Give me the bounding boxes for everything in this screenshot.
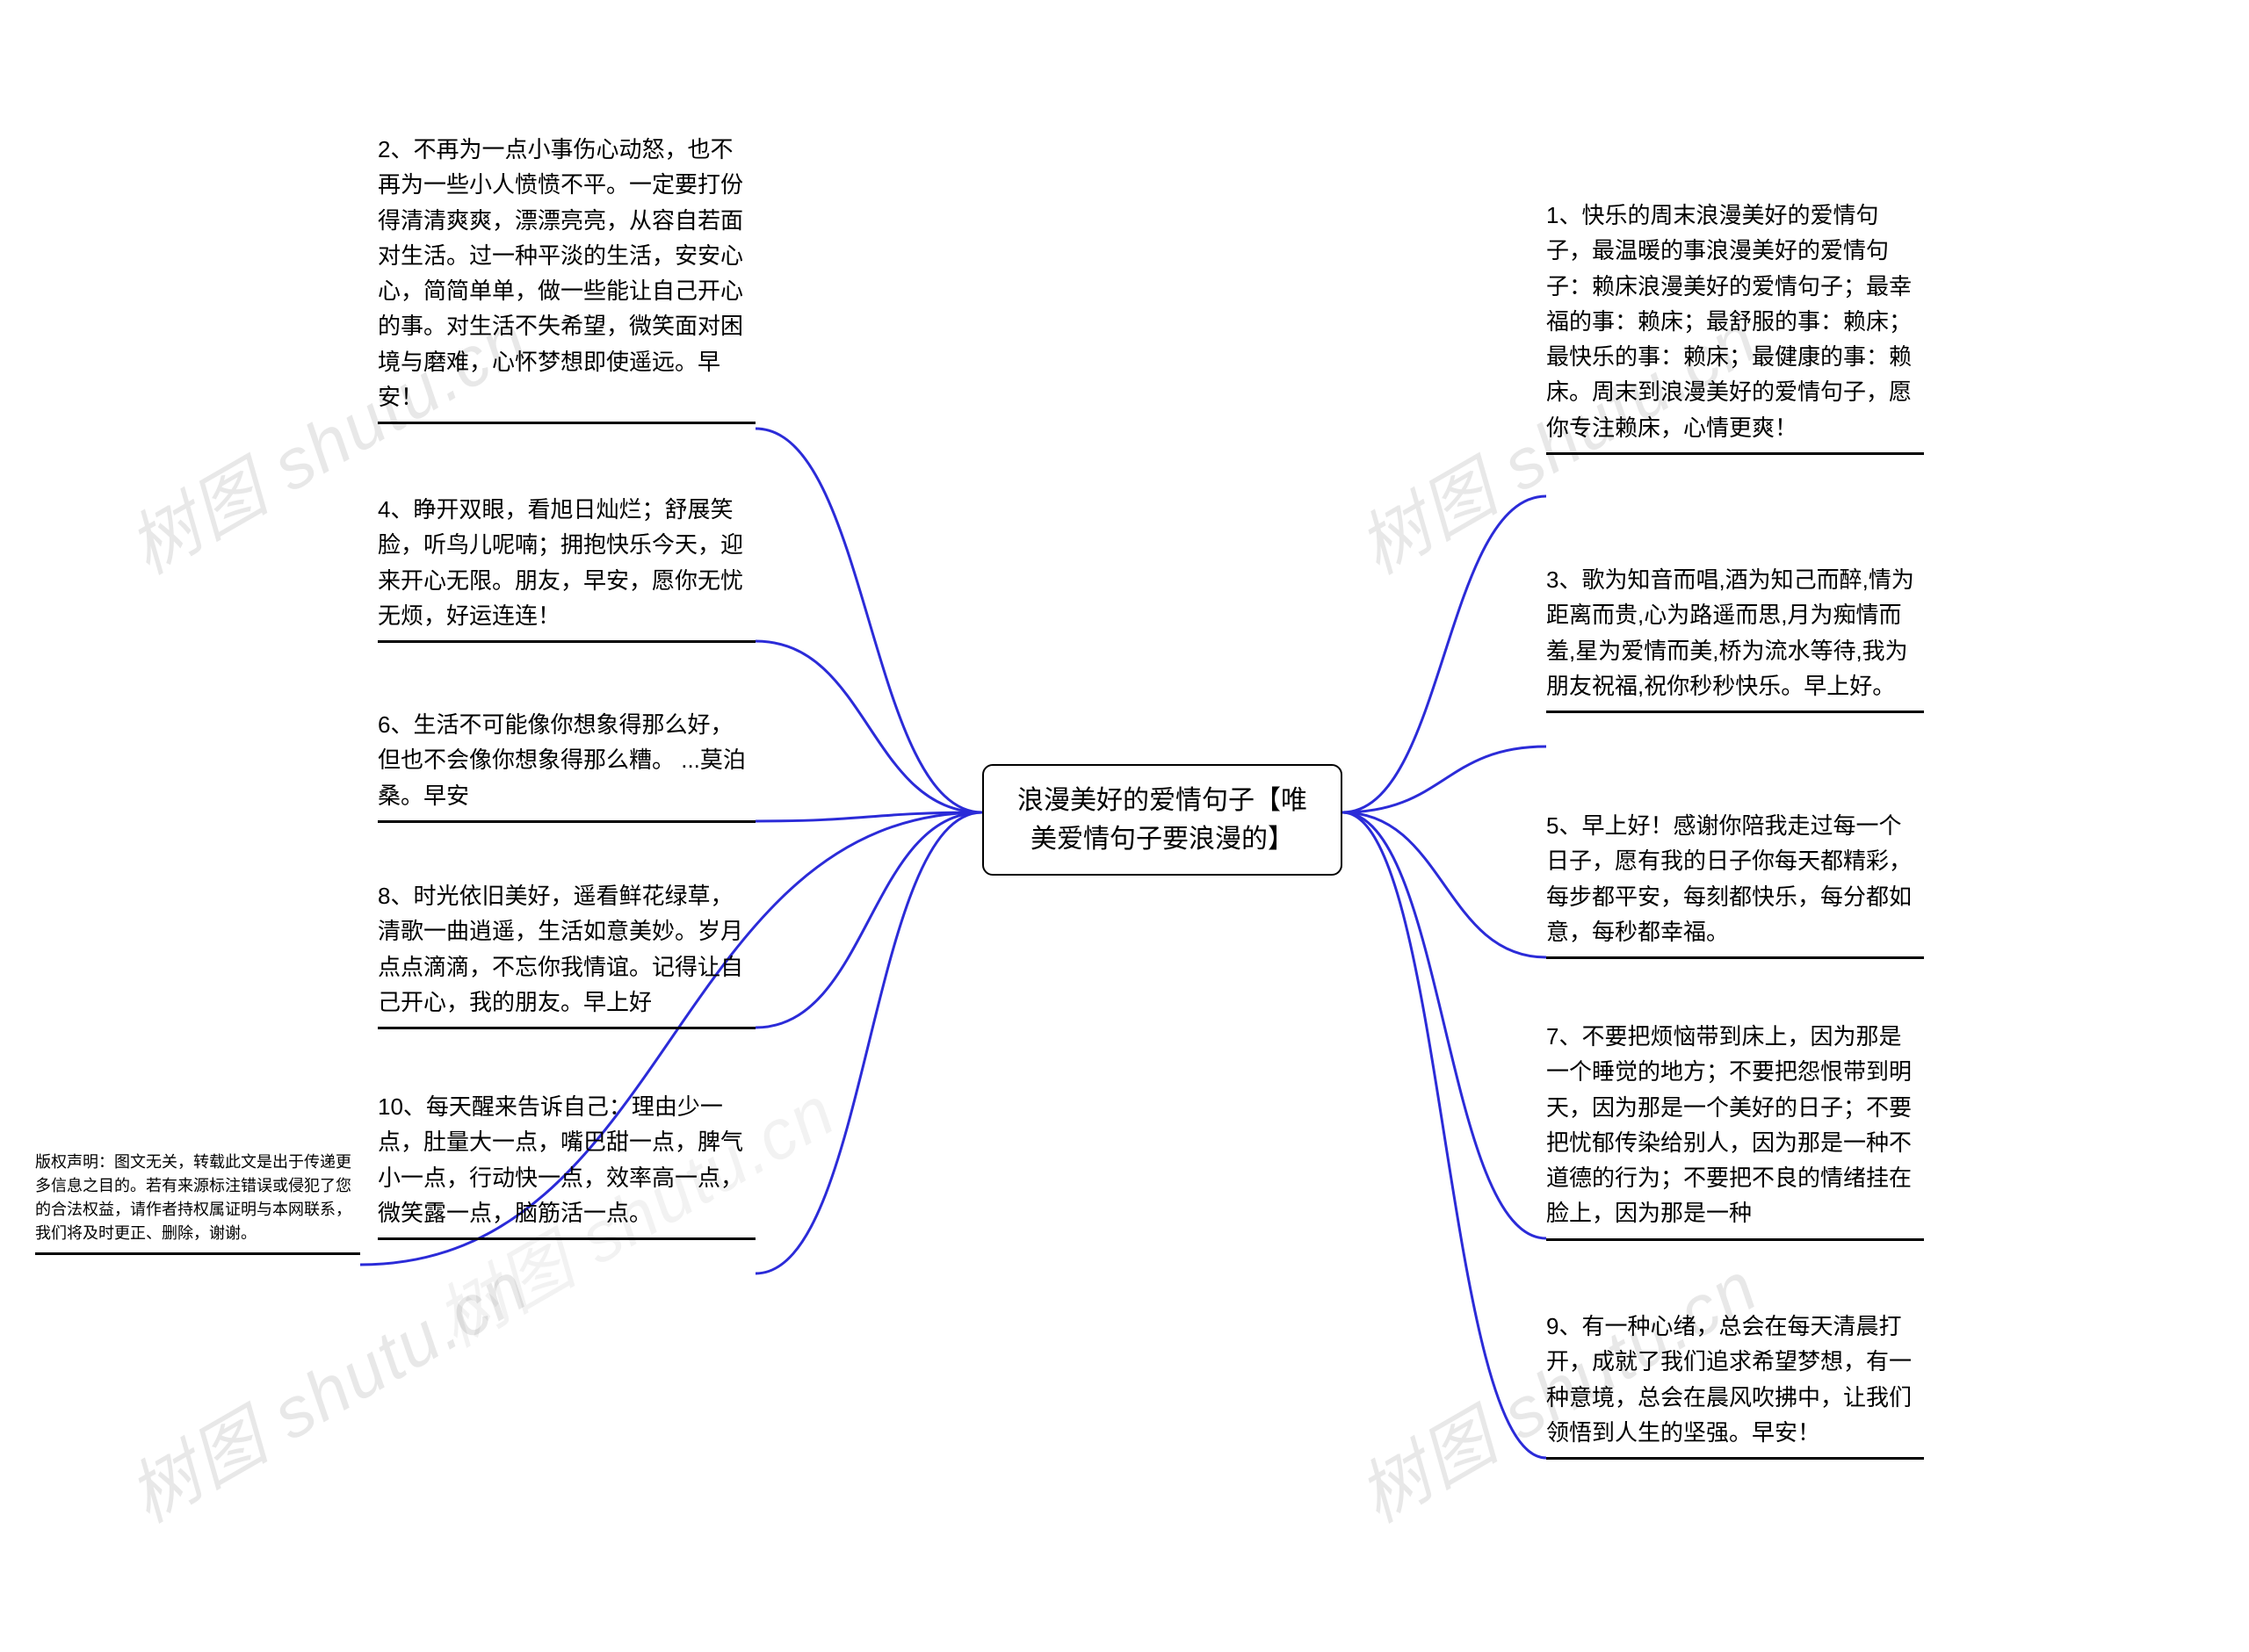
- leaf-node: 3、歌为知音而唱,酒为知己而醉,情为距离而贵,心为路遥而思,月为痴情而羞,星为爱…: [1546, 562, 1924, 713]
- leaf-text: 6、生活不可能像你想象得那么好，但也不会像你想象得那么糟。 ...莫泊桑。早安: [378, 711, 746, 809]
- leaf-node: 1、快乐的周末浪漫美好的爱情句子，最温暖的事浪漫美好的爱情句子：赖床浪漫美好的爱…: [1546, 198, 1924, 455]
- leaf-text: 1、快乐的周末浪漫美好的爱情句子，最温暖的事浪漫美好的爱情句子：赖床浪漫美好的爱…: [1546, 202, 1912, 441]
- leaf-node: 8、时光依旧美好，遥看鲜花绿草，清歌一曲逍遥，生活如意美妙。岁月点点滴滴，不忘你…: [378, 878, 756, 1029]
- leaf-node: 版权声明：图文无关，转载此文是出于传递更多信息之目的。若有来源标注错误或侵犯了您…: [35, 1151, 360, 1255]
- leaf-text: 10、每天醒来告诉自己：理由少一点，肚量大一点，嘴巴甜一点，脾气小一点，行动快一…: [378, 1093, 743, 1226]
- leaf-node: 5、早上好！感谢你陪我走过每一个日子，愿有我的日子你每天都精彩，每步都平安，每刻…: [1546, 808, 1924, 959]
- center-node: 浪漫美好的爱情句子【唯美爱情句子要浪漫的】: [982, 764, 1342, 876]
- leaf-text: 8、时光依旧美好，遥看鲜花绿草，清歌一曲逍遥，生活如意美妙。岁月点点滴滴，不忘你…: [378, 883, 743, 1015]
- leaf-text: 7、不要把烦恼带到床上，因为那是一个睡觉的地方；不要把怨恨带到明天，因为那是一个…: [1546, 1023, 1912, 1226]
- leaf-node: 6、生活不可能像你想象得那么好，但也不会像你想象得那么糟。 ...莫泊桑。早安: [378, 707, 756, 823]
- leaf-text: 5、早上好！感谢你陪我走过每一个日子，愿有我的日子你每天都精彩，每步都平安，每刻…: [1546, 812, 1912, 945]
- mindmap-canvas: 浪漫美好的爱情句子【唯美爱情句子要浪漫的】 2、不再为一点小事伤心动怒，也不再为…: [0, 0, 2249, 1652]
- leaf-node: 7、不要把烦恼带到床上，因为那是一个睡觉的地方；不要把怨恨带到明天，因为那是一个…: [1546, 1019, 1924, 1241]
- center-node-text: 浪漫美好的爱情句子【唯美爱情句子要浪漫的】: [1017, 786, 1307, 854]
- leaf-text: 版权声明：图文无关，转载此文是出于传递更多信息之目的。若有来源标注错误或侵犯了您…: [35, 1153, 351, 1242]
- leaf-text: 3、歌为知音而唱,酒为知己而醉,情为距离而贵,心为路遥而思,月为痴情而羞,星为爱…: [1546, 566, 1914, 699]
- leaf-node: 10、每天醒来告诉自己：理由少一点，肚量大一点，嘴巴甜一点，脾气小一点，行动快一…: [378, 1089, 756, 1240]
- leaf-node: 9、有一种心绪，总会在每天清晨打开，成就了我们追求希望梦想，有一种意境，总会在晨…: [1546, 1309, 1924, 1460]
- leaf-node: 4、睁开双眼，看旭日灿烂；舒展笑脸，听鸟儿呢喃；拥抱快乐今天，迎来开心无限。朋友…: [378, 492, 756, 643]
- leaf-text: 2、不再为一点小事伤心动怒，也不再为一些小人愤愤不平。一定要打份得清清爽爽，漂漂…: [378, 136, 743, 410]
- leaf-node: 2、不再为一点小事伤心动怒，也不再为一些小人愤愤不平。一定要打份得清清爽爽，漂漂…: [378, 132, 756, 424]
- leaf-text: 9、有一种心绪，总会在每天清晨打开，成就了我们追求希望梦想，有一种意境，总会在晨…: [1546, 1313, 1912, 1446]
- watermark: 树图 shutu.cn: [107, 1231, 544, 1542]
- leaf-text: 4、睁开双眼，看旭日灿烂；舒展笑脸，听鸟儿呢喃；拥抱快乐今天，迎来开心无限。朋友…: [378, 496, 743, 629]
